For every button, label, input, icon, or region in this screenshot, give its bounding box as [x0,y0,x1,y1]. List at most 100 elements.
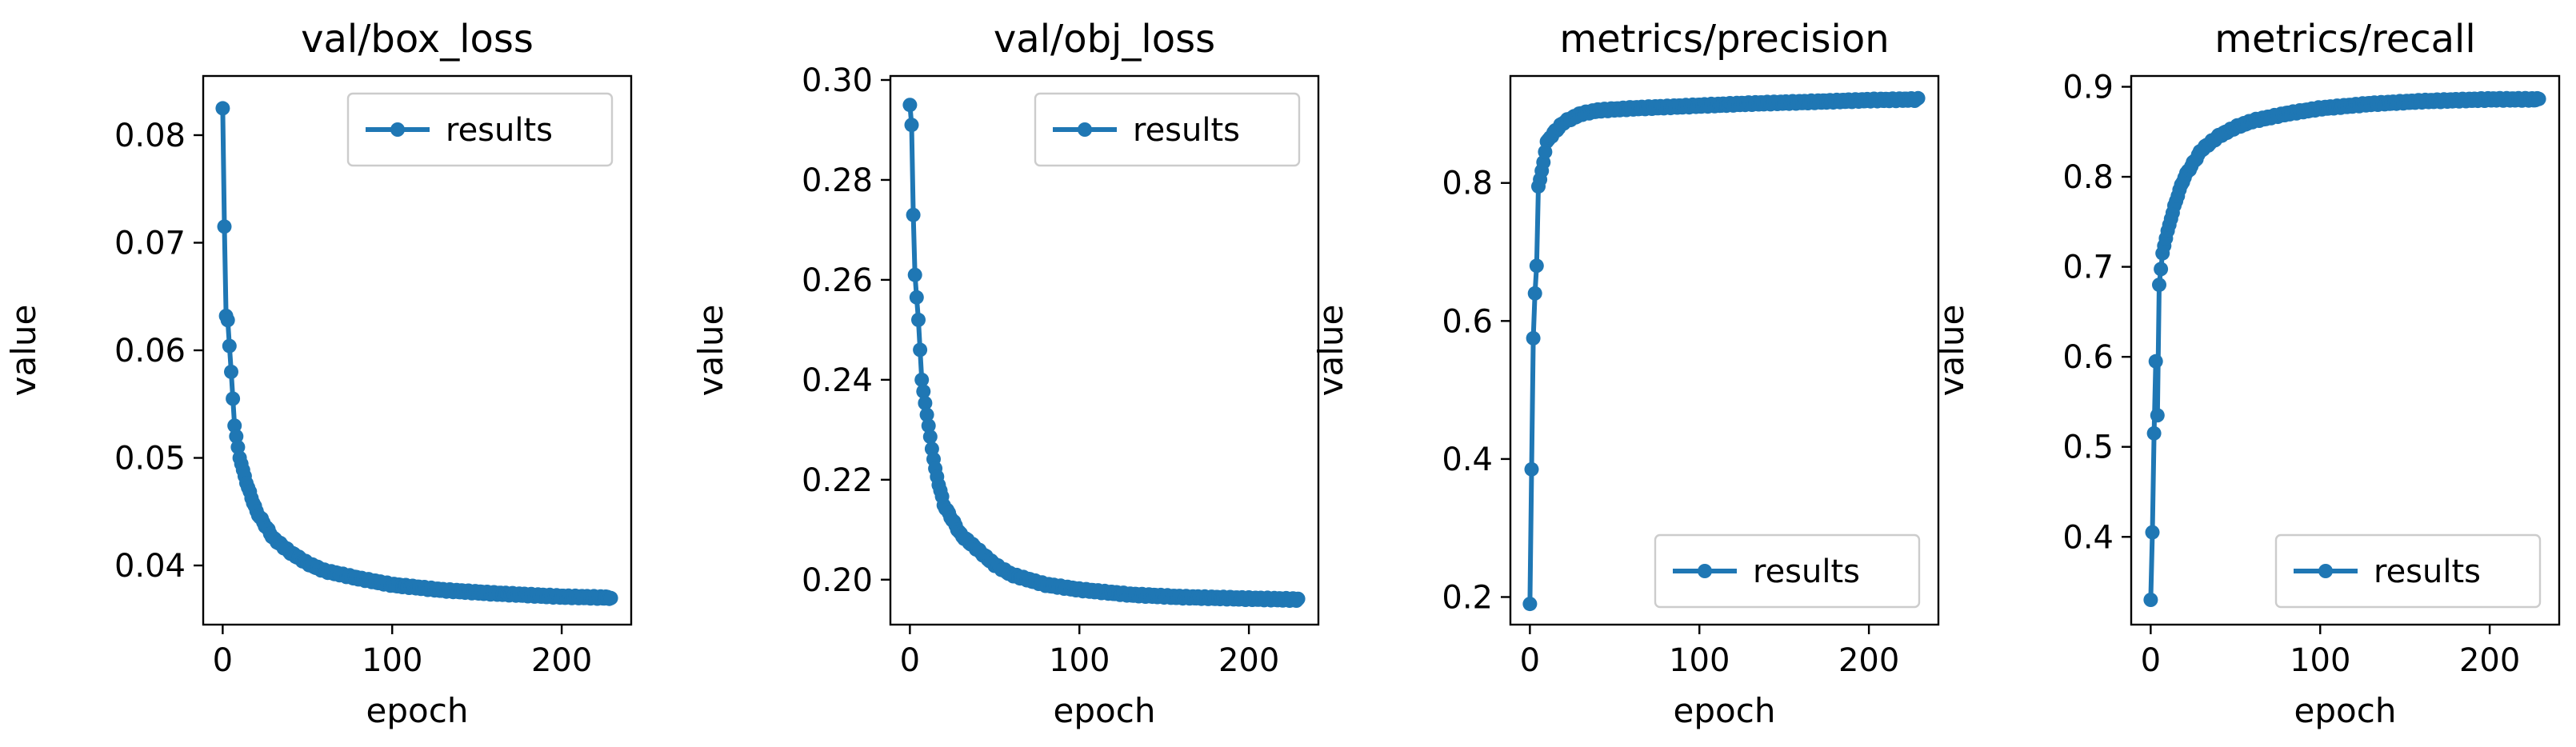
chart-title: val/box_loss [301,17,534,62]
x-tick-label: 100 [362,642,422,679]
y-tick-label: 0.22 [802,462,873,499]
data-point [902,98,918,113]
legend-label: results [2374,553,2481,590]
y-tick-label: 0.28 [802,162,873,199]
data-point [911,312,926,327]
data-point [1522,597,1538,612]
x-tick-label: 0 [1520,642,1540,679]
y-tick-label: 0.20 [802,562,873,599]
y-tick-label: 0.2 [1442,579,1493,616]
x-axis-label: epoch [2294,691,2397,730]
y-axis-label: value [691,305,730,397]
data-point [2154,262,2169,277]
y-tick-label: 0.08 [114,118,186,154]
data-point [904,118,919,133]
data-point [603,590,618,605]
data-point [230,440,246,455]
legend-label: results [446,112,553,149]
x-tick-label: 100 [2290,642,2350,679]
chart-panel-obj-loss: val/obj_loss epoch value 0 100 200 0.20 0.22… [691,17,1320,730]
x-tick-label: 0 [2141,642,2161,679]
x-tick-label: 200 [1838,642,1899,679]
y-tick-label: 0.30 [802,62,873,99]
chart-title: metrics/precision [1559,17,1889,62]
y-tick-label: 0.05 [114,441,186,477]
data-point [921,418,936,433]
legend-marker [1078,122,1092,137]
data-point [1527,286,1542,301]
legend-marker [390,122,405,137]
legend-label: results [1133,112,1240,149]
legend-box [1034,92,1301,167]
data-point [2146,425,2162,441]
x-tick-label: 0 [213,642,233,679]
chart-panel-recall: metrics/recall epoch value 0 100 200 0.4 0.5… [1932,17,2561,730]
y-tick-label: 0.4 [2062,519,2114,556]
data-point [1526,330,1541,346]
data-point [1529,258,1544,274]
data-point [907,267,922,282]
chart-panel-precision: metrics/precision epoch value 0 100 200 0.2… [1311,17,1940,730]
data-point [1524,461,1539,477]
legend-marker [2318,564,2333,578]
data-point [226,391,241,406]
y-tick-label: 0.4 [1442,441,1493,478]
data-point [215,101,230,116]
y-axis-label: value [1932,305,1971,397]
y-tick-label: 0.8 [2062,159,2114,196]
x-axis-label: epoch [1674,691,1776,730]
x-axis-label: epoch [1054,691,1156,730]
chart-title: val/obj_loss [994,17,1215,62]
data-point [922,429,938,445]
data-point [2145,525,2160,540]
data-point [909,290,924,305]
y-tick-label: 0.06 [114,333,186,370]
x-tick-label: 200 [531,642,592,679]
data-point [2150,408,2165,423]
x-axis-label: epoch [366,691,469,730]
x-tick-label: 100 [1669,642,1730,679]
y-tick-label: 0.26 [802,262,873,299]
data-point [2152,278,2166,293]
data-point [916,384,931,399]
chart-panel-box-loss: val/box_loss epoch value 0 100 200 0.04 0.05… [4,17,633,730]
y-tick-label: 0.9 [2062,70,2114,106]
chart-title: metrics/recall [2214,17,2475,62]
y-tick-label: 0.04 [114,548,186,585]
y-tick-label: 0.6 [1442,303,1493,340]
plot-frame [1509,74,1940,626]
data-point [220,313,235,328]
x-tick-label: 200 [2459,642,2520,679]
data-point [2143,593,2158,607]
data-point [914,372,930,387]
y-tick-label: 0.6 [2062,339,2114,376]
data-point [1910,90,1926,106]
data-point [906,207,921,222]
legend-label: results [1753,553,1860,590]
data-point [2148,354,2163,369]
x-tick-label: 200 [1218,642,1279,679]
plot-frame [889,74,1320,626]
data-point [217,219,232,234]
legend-box [1654,533,1921,609]
data-point [918,396,933,410]
data-point [913,342,928,358]
data-point [1290,591,1306,606]
y-tick-label: 0.7 [2062,250,2114,286]
x-tick-label: 0 [900,642,920,679]
data-point [224,364,238,379]
y-axis-label: value [4,305,43,397]
data-point [229,429,244,444]
legend-marker [1698,564,1712,578]
data-point [222,338,237,354]
data-point [227,418,242,433]
y-tick-label: 0.24 [802,362,873,399]
data-point [2531,91,2546,106]
legend-box [2274,533,2542,609]
y-tick-label: 0.07 [114,225,186,262]
y-tick-label: 0.5 [2062,429,2114,466]
plot-frame [2130,74,2561,626]
data-point [919,407,934,422]
y-tick-label: 0.8 [1442,166,1493,202]
